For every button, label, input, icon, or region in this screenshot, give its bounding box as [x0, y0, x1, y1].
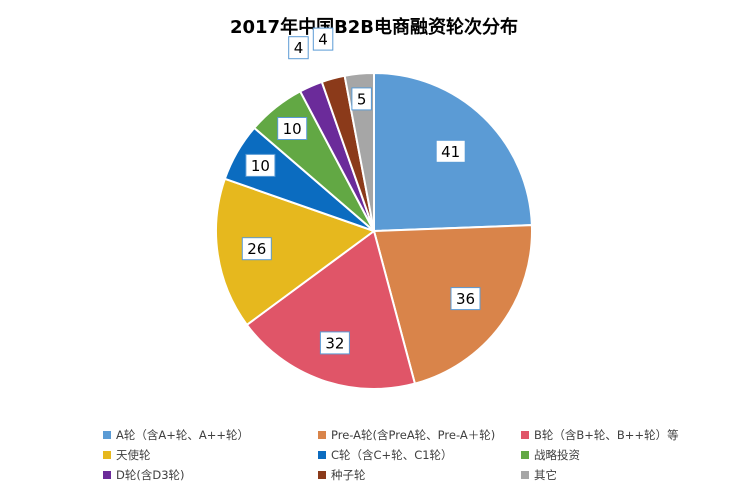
data-label: 10: [245, 153, 276, 177]
legend-item: 天使轮: [103, 448, 151, 462]
data-label-value: 26: [247, 240, 266, 258]
legend-item: 其它: [521, 468, 557, 482]
data-label-box: [288, 36, 309, 60]
legend-swatch: [318, 471, 326, 479]
data-label: 26: [241, 237, 272, 261]
data-label: 5: [351, 87, 372, 111]
legend-swatch: [318, 431, 326, 439]
legend-item: D轮(含D3轮): [103, 468, 185, 482]
data-labels: 41 36 32 26 10 10 4 4 5: [241, 27, 481, 355]
pie-slice: [215, 177, 377, 327]
legend-swatch: [521, 471, 529, 479]
legend-item: 种子轮: [318, 468, 366, 482]
data-label-value: 41: [441, 143, 460, 161]
data-label-value: 4: [318, 31, 328, 49]
legend-swatch: [521, 431, 529, 439]
data-label-box: [241, 237, 272, 261]
data-label-box: [312, 27, 334, 51]
legend: A轮（含A+轮、A++轮） Pre-A轮(含PreA轮、Pre-A＋轮) B轮（含B…: [103, 428, 679, 482]
data-label-value: 5: [357, 90, 367, 108]
legend-label: B轮（含B+轮、B++轮）等: [534, 428, 679, 442]
legend-item: B轮（含B+轮、B++轮）等: [521, 428, 679, 442]
data-label-box: [319, 331, 350, 355]
legend-label: C轮（含C+轮、C1轮）: [331, 448, 453, 462]
legend-item: C轮（含C+轮、C1轮）: [318, 448, 453, 462]
legend-swatch: [318, 451, 326, 459]
legend-item: Pre-A轮(含PreA轮、Pre-A＋轮): [318, 428, 495, 442]
pie-slice: [343, 71, 375, 232]
legend-item: 战略投资: [521, 448, 580, 462]
legend-label: 战略投资: [534, 448, 580, 462]
legend-label: 天使轮: [116, 448, 151, 462]
legend-label: D轮(含D3轮): [116, 468, 185, 482]
pie-slice: [245, 229, 417, 390]
data-label-value: 4: [294, 39, 304, 57]
legend-swatch: [103, 431, 111, 439]
legend-swatch: [103, 451, 111, 459]
data-label-box: [450, 287, 481, 311]
data-label: 4: [312, 27, 334, 51]
data-label-box: [435, 139, 466, 163]
data-label: 10: [277, 117, 308, 140]
pie-slices: [215, 71, 533, 390]
legend-label: 种子轮: [331, 468, 366, 482]
legend-item: A轮（含A+轮、A++轮）: [103, 428, 249, 442]
data-label: 4: [288, 36, 309, 60]
data-label: 32: [319, 331, 350, 355]
chart-title: 2017年中国B2B电商融资轮次分布: [230, 16, 518, 38]
data-label-value: 36: [456, 290, 475, 308]
legend-label: 其它: [534, 468, 557, 482]
data-label-box: [245, 153, 276, 177]
data-label-value: 32: [325, 334, 344, 352]
data-label-value: 10: [283, 120, 302, 138]
legend-label: A轮（含A+轮、A++轮）: [116, 428, 249, 442]
legend-swatch: [521, 451, 529, 459]
data-label: 36: [450, 287, 481, 311]
legend-swatch: [103, 471, 111, 479]
legend-label: Pre-A轮(含PreA轮、Pre-A＋轮): [331, 428, 495, 442]
data-label-box: [351, 87, 372, 111]
data-label-value: 10: [251, 157, 270, 175]
data-label-box: [277, 117, 308, 140]
data-label: 41: [435, 139, 466, 163]
